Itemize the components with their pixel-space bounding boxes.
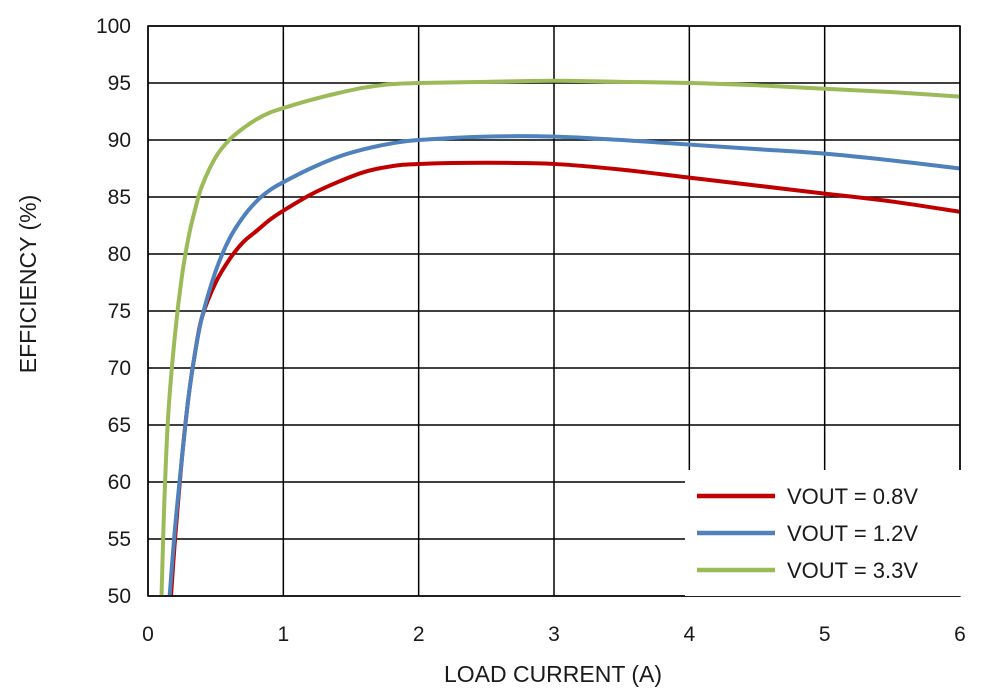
- y-tick-label-8: 90: [108, 129, 131, 152]
- y-tick-label-10: 100: [96, 15, 131, 38]
- y-tick-label-0: 50: [108, 585, 131, 608]
- legend-label-0: VOUT = 0.8V: [787, 484, 918, 509]
- y-axis-title: EFFICIENCY (%): [15, 195, 41, 373]
- legend: VOUT = 0.8V VOUT = 1.2V VOUT = 3.3V: [685, 470, 961, 596]
- plot-border: [147, 25, 961, 597]
- y-tick-label-2: 60: [108, 471, 131, 494]
- x-tick-label-2: 2: [413, 623, 425, 646]
- x-axis-title: LOAD CURRENT (A): [444, 661, 662, 687]
- y-tick-label-5: 75: [108, 300, 131, 323]
- x-tick-label-0: 0: [142, 623, 154, 646]
- series-lines: [159, 78, 961, 597]
- y-tick-label-9: 95: [108, 72, 131, 95]
- series-line-2: [159, 78, 961, 597]
- y-tick-label-6: 80: [108, 243, 131, 266]
- x-tick-label-4: 4: [683, 623, 695, 646]
- x-tick-labels: 0 1 2 3 4 5 6: [142, 623, 966, 646]
- y-tick-label-4: 70: [108, 357, 131, 380]
- y-tick-label-1: 55: [108, 528, 131, 551]
- y-tick-labels: 50 55 60 65 70 75 80 85 90 95 100: [96, 15, 131, 608]
- x-tick-label-6: 6: [954, 623, 966, 646]
- legend-label-2: VOUT = 3.3V: [787, 558, 918, 583]
- plot-frame: [147, 25, 961, 597]
- x-tick-label-3: 3: [548, 623, 560, 646]
- y-tick-label-7: 85: [108, 186, 131, 209]
- y-tick-label-3: 65: [108, 414, 131, 437]
- x-tick-label-5: 5: [819, 623, 831, 646]
- legend-label-1: VOUT = 1.2V: [787, 521, 918, 546]
- x-tick-label-1: 1: [277, 623, 289, 646]
- series-line-1: [167, 134, 961, 597]
